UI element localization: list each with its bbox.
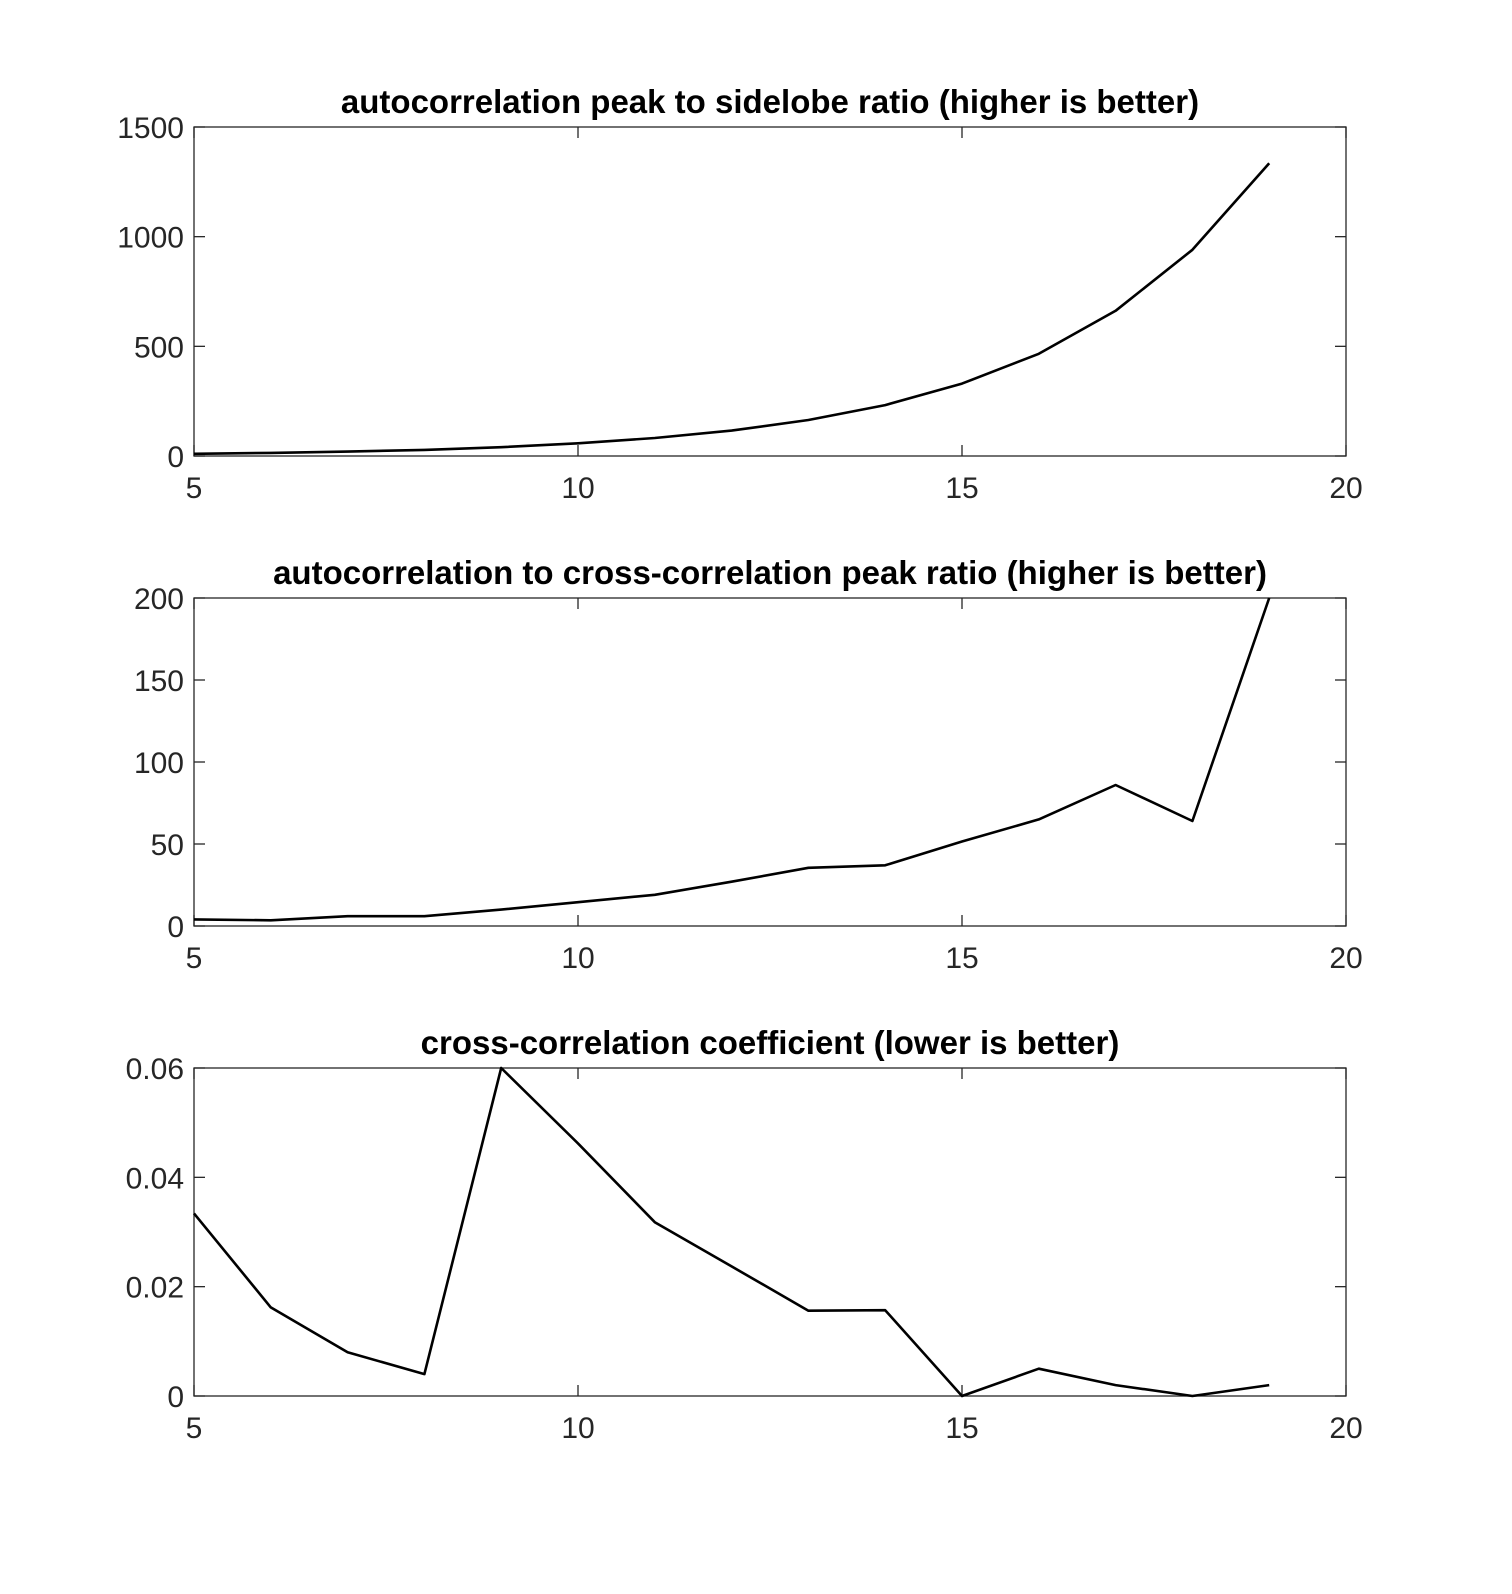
x-tick-label: 15 [945, 942, 978, 975]
x-tick-label: 10 [561, 472, 594, 505]
x-tick-label: 20 [1329, 472, 1362, 505]
y-tick-label: 0 [167, 911, 184, 944]
chart-title: autocorrelation peak to sidelobe ratio (… [341, 83, 1199, 120]
y-tick-label: 0.04 [126, 1162, 184, 1195]
subplot-2: autocorrelation to cross-correlation pea… [134, 554, 1363, 975]
y-tick-label: 1000 [117, 222, 184, 255]
y-tick-label: 0.06 [126, 1053, 184, 1086]
chart-title: autocorrelation to cross-correlation pea… [273, 554, 1267, 591]
x-tick-label: 20 [1329, 942, 1362, 975]
x-tick-label: 15 [945, 1412, 978, 1445]
chart-title: cross-correlation coefficient (lower is … [421, 1024, 1120, 1061]
axes-box [193, 126, 1347, 457]
series-line-1 [192, 1066, 1270, 1398]
x-tick-label: 10 [561, 942, 594, 975]
y-tick-label: 1500 [117, 112, 184, 145]
subplot-1: autocorrelation peak to sidelobe ratio (… [117, 83, 1362, 505]
y-tick-label: 150 [134, 665, 184, 698]
x-tick-label: 10 [561, 1412, 594, 1445]
y-tick-label: 0 [167, 441, 184, 474]
subplot-3: cross-correlation coefficient (lower is … [126, 1024, 1363, 1445]
axes-box [193, 1067, 1347, 1397]
x-tick-label: 5 [186, 1412, 203, 1445]
x-tick-label: 5 [186, 942, 203, 975]
axes-box [193, 597, 1347, 927]
x-tick-label: 15 [945, 472, 978, 505]
x-tick-label: 20 [1329, 1412, 1362, 1445]
x-tick-label: 5 [186, 472, 203, 505]
y-tick-label: 50 [151, 829, 184, 862]
y-tick-label: 500 [134, 331, 184, 364]
y-tick-label: 0 [167, 1381, 184, 1414]
y-tick-label: 200 [134, 583, 184, 616]
series-line-1 [193, 597, 1271, 922]
y-tick-label: 0.02 [126, 1272, 184, 1305]
series-line-1 [193, 162, 1271, 456]
y-tick-label: 100 [134, 747, 184, 780]
